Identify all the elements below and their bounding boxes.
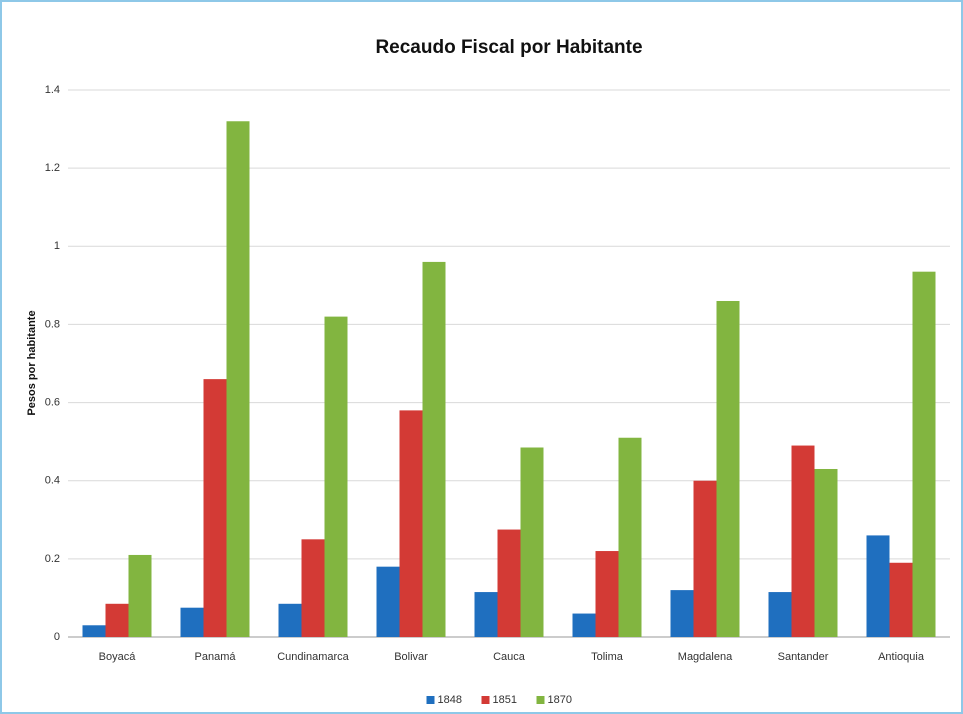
y-axis-label: Pesos por habitante (26, 310, 38, 415)
bar (716, 300, 740, 637)
legend-swatch (536, 696, 545, 704)
bar (889, 562, 913, 637)
bar (814, 468, 838, 637)
bar (497, 529, 521, 637)
y-tick-label: 1.4 (45, 84, 60, 96)
bar (474, 592, 498, 637)
x-tick-label: Panamá (195, 651, 237, 663)
x-tick-label: Tolima (591, 651, 624, 663)
x-tick-label: Cauca (493, 651, 526, 663)
bar (618, 437, 642, 637)
y-tick-label: 1.2 (45, 162, 60, 174)
x-tick-label: Cundinamarca (277, 651, 349, 663)
chart-title: Recaudo Fiscal por Habitante (375, 37, 642, 58)
bar (693, 480, 717, 637)
bar (203, 379, 227, 637)
bar (768, 592, 792, 637)
bar (399, 410, 423, 637)
legend-label: 1851 (493, 694, 517, 706)
bar (866, 535, 890, 637)
bar (180, 607, 204, 637)
y-tick-label: 0.6 (45, 396, 60, 408)
legend-swatch (426, 696, 435, 704)
legend-label: 1870 (548, 694, 572, 706)
x-tick-label: Antioquia (878, 651, 925, 663)
bar (520, 447, 544, 637)
y-tick-label: 0.4 (45, 475, 60, 487)
bar (226, 121, 250, 637)
bar (82, 625, 106, 637)
bar (278, 603, 302, 637)
x-tick-label: Magdalena (678, 651, 733, 663)
bar (301, 539, 325, 637)
legend-swatch (481, 696, 490, 704)
bar (376, 566, 400, 637)
y-tick-label: 1 (54, 240, 60, 252)
y-tick-label: 0.8 (45, 318, 60, 330)
x-tick-label: Santander (778, 651, 829, 663)
bar (105, 603, 129, 637)
bar (128, 554, 152, 637)
bar (572, 613, 596, 637)
bar (595, 551, 619, 637)
x-tick-label: Boyacá (99, 651, 137, 663)
bar (670, 590, 694, 637)
bar (912, 271, 936, 637)
legend-label: 1848 (438, 694, 462, 706)
bar (422, 261, 446, 637)
x-tick-label: Bolivar (394, 651, 428, 663)
y-tick-label: 0.2 (45, 553, 60, 565)
bar (324, 316, 348, 637)
bar (791, 445, 815, 637)
y-tick-label: 0 (54, 631, 60, 643)
